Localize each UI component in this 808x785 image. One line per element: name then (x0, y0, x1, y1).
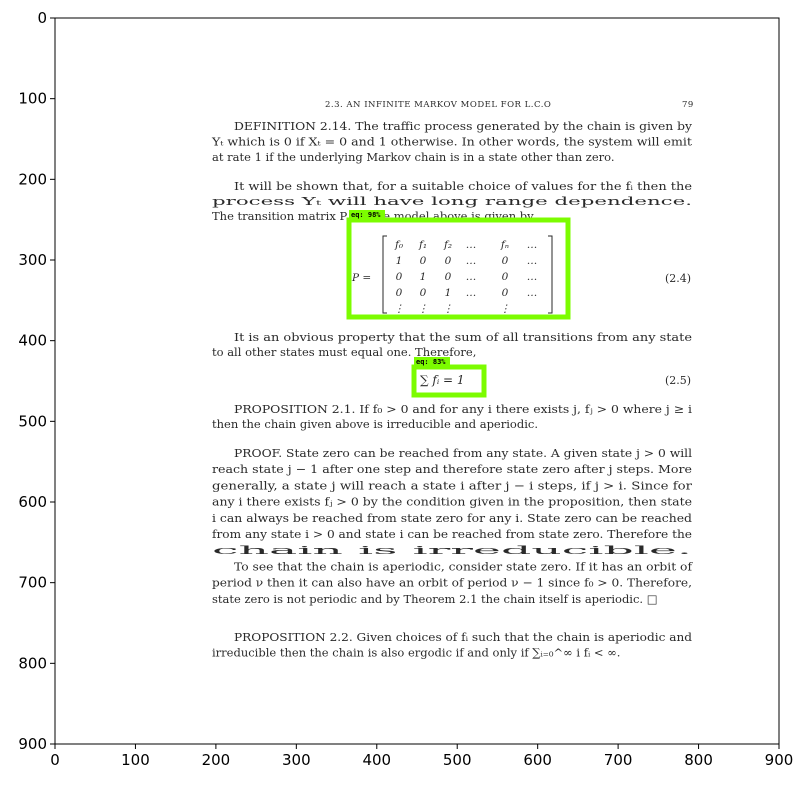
prop1-lines-line: PROPOSITION 2.1. If f₀ > 0 and for any i… (234, 402, 692, 416)
detection-label-1: eq: 98% (351, 211, 381, 219)
axes-frame (54, 17, 780, 745)
definition-paragraph: DEFINITION 2.14. The traffic process gen… (211, 119, 693, 164)
y-tick-label: 800 (18, 654, 47, 672)
matrix-cell: ⋮ (394, 303, 405, 315)
proof-lines-line: any i there exists fⱼ > 0 by the conditi… (212, 495, 692, 509)
matrix-cell: ⋮ (500, 303, 511, 315)
matrix-cell: … (527, 255, 538, 267)
proof-lines-line: generally, a state j will reach a state … (212, 478, 693, 492)
x-tick-label: 200 (202, 751, 231, 769)
matrix-cell: f₁ (418, 239, 427, 251)
proof-paragraph: PROOF. State zero can be reached from an… (212, 446, 693, 606)
matrix-cell: 0 (420, 287, 427, 299)
detection-box-1 (346, 217, 571, 320)
matrix-lhs: P = (351, 272, 371, 284)
proof-lines-line: period ν then it can also have an orbit … (212, 576, 692, 590)
matrix-cell: 0 (445, 271, 452, 283)
y-tick-label: 0 (37, 9, 47, 27)
matrix-cell: ⋮ (443, 303, 454, 315)
equation-number-2-5: (2.5) (665, 374, 691, 387)
proposition-2-1: PROPOSITION 2.1. If f₀ > 0 and for any i… (212, 402, 692, 431)
sum-equation: ∑ fᵢ = 1 (2.5) (420, 373, 691, 387)
matrix-cell: … (527, 239, 538, 251)
def-lines-line: at rate 1 if the underlying Markov chain… (212, 150, 615, 164)
para3-lines-line: It is an obvious property that the sum o… (234, 330, 692, 344)
matrix-cell: … (466, 287, 477, 299)
x-tick-label: 400 (362, 751, 391, 769)
matrix-cell: 1 (396, 255, 403, 267)
matrix-cell: 0 (502, 287, 509, 299)
para2-lines-line: process Yₜ will have long range dependen… (212, 194, 692, 208)
proof-lines-line: To see that the chain is aperiodic, cons… (234, 559, 693, 573)
x-tick-label: 300 (282, 751, 311, 769)
matrix-cell: 0 (502, 271, 509, 283)
detection-box-2 (411, 364, 487, 398)
matrix-left-bracket (382, 235, 387, 314)
matrix-cell: 0 (396, 271, 403, 283)
x-axis: 0 100 200 300 400 500 600 700 800 900 (50, 744, 793, 769)
y-tick-label: 500 (18, 412, 47, 430)
matrix-cell: 1 (445, 287, 452, 299)
matrix-cell: ⋮ (418, 303, 429, 315)
x-tick-label: 700 (604, 751, 633, 769)
proof-lines-line: i can always be reached from state zero … (212, 511, 693, 525)
prop2-lines-line: PROPOSITION 2.2. Given choices of fᵢ suc… (234, 630, 693, 644)
page-number: 79 (682, 100, 694, 110)
proof-lines-line: from any state i > 0 and state i can be … (212, 527, 692, 541)
x-tick-label: 600 (523, 751, 552, 769)
y-tick-label: 200 (18, 170, 47, 188)
x-tick-label: 500 (443, 751, 472, 769)
matrix-cell: … (527, 287, 538, 299)
x-tick-label: 0 (50, 751, 60, 769)
y-tick-label: 600 (18, 493, 47, 511)
y-tick-label: 900 (18, 735, 47, 753)
document-page: 2.3. AN INFINITE MARKOV MODEL FOR L.C.O … (211, 100, 694, 660)
matrix-equation: P = f₀ f₁ f₂ … fₙ … 1 0 0 … 0 … 0 1 0 … 0 … 0 0 1 … 0 … ⋮ ⋮ ⋮ ⋮ (2.… (351, 235, 691, 315)
matrix-cell: 0 (502, 255, 509, 267)
detection-label-bg-1 (349, 210, 385, 219)
matrix-cell: 0 (420, 255, 427, 267)
detection-label-bg-2 (414, 357, 450, 366)
proposition-2-2: PROPOSITION 2.2. Given choices of fᵢ suc… (212, 630, 693, 660)
prop1-lines-line: then the chain given above is irreducibl… (212, 417, 538, 431)
detection-equation-2: eq: 83% (411, 357, 487, 398)
matrix-cell: f₂ (443, 239, 452, 251)
prop2-lines-line: irreducible then the chain is also ergod… (212, 646, 620, 660)
matrix-body: f₀ f₁ f₂ … fₙ … 1 0 0 … 0 … 0 1 0 … 0 … 0 0 1 … 0 … ⋮ ⋮ ⋮ ⋮ (394, 239, 538, 315)
matrix-cell: fₙ (500, 239, 509, 251)
x-tick-label: 100 (121, 751, 150, 769)
matrix-cell: … (466, 255, 477, 267)
equation-number-2-4: (2.4) (665, 272, 691, 285)
matrix-cell: 1 (420, 271, 427, 283)
paragraph-sum-property: It is an obvious property that the sum o… (212, 330, 692, 359)
detection-equation-1: eq: 98% (346, 210, 571, 320)
matrix-right-bracket (548, 235, 553, 314)
para3-lines-line: to all other states must equal one. Ther… (212, 345, 476, 359)
proof-lines-line: state zero is not periodic and by Theore… (212, 592, 658, 606)
para2-lines-line: It will be shown that, for a suitable ch… (234, 179, 692, 193)
x-tick-label: 800 (684, 751, 713, 769)
y-tick-label: 100 (18, 90, 47, 108)
proof-lines-line: chain is irreducible. (212, 543, 692, 557)
y-axis: 0 100 200 300 400 500 600 700 800 900 (18, 9, 55, 753)
proof-lines-line: PROOF. State zero can be reached from an… (234, 446, 692, 460)
matrix-cell: … (466, 271, 477, 283)
x-tick-label: 900 (765, 751, 794, 769)
matrix-cell: … (466, 239, 477, 251)
matrix-cell: 0 (396, 287, 403, 299)
def-lines-line: DEFINITION 2.14. The traffic process gen… (234, 119, 693, 133)
proof-lines-line: reach state j − 1 after one step and the… (212, 462, 692, 476)
matrix-cell: f₀ (394, 239, 404, 251)
y-tick-label: 400 (18, 332, 47, 350)
def-lines-line: Yₜ which is 0 if Xₜ = 0 and 1 otherwise.… (211, 135, 692, 149)
detection-label-2: eq: 83% (416, 358, 446, 366)
sum-equation-text: ∑ fᵢ = 1 (420, 373, 465, 387)
running-header: 2.3. AN INFINITE MARKOV MODEL FOR L.C.O (325, 100, 551, 110)
y-tick-label: 700 (18, 574, 47, 592)
matrix-cell: … (527, 271, 538, 283)
y-tick-label: 300 (18, 251, 47, 269)
matrix-cell: 0 (445, 255, 452, 267)
